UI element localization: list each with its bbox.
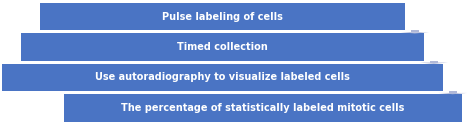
FancyBboxPatch shape (430, 61, 438, 62)
FancyBboxPatch shape (2, 64, 443, 91)
FancyBboxPatch shape (21, 33, 424, 61)
Polygon shape (438, 93, 467, 94)
Text: The percentage of statistically labeled mitotic cells: The percentage of statistically labeled … (121, 103, 405, 113)
FancyBboxPatch shape (411, 30, 419, 32)
Text: Timed collection: Timed collection (177, 42, 268, 52)
Polygon shape (419, 62, 448, 64)
Text: Use autoradiography to visualize labeled cells: Use autoradiography to visualize labeled… (95, 73, 350, 82)
FancyBboxPatch shape (40, 3, 405, 30)
Text: Pulse labeling of cells: Pulse labeling of cells (162, 12, 283, 22)
FancyBboxPatch shape (64, 94, 462, 122)
FancyBboxPatch shape (449, 91, 456, 93)
Polygon shape (401, 32, 429, 33)
